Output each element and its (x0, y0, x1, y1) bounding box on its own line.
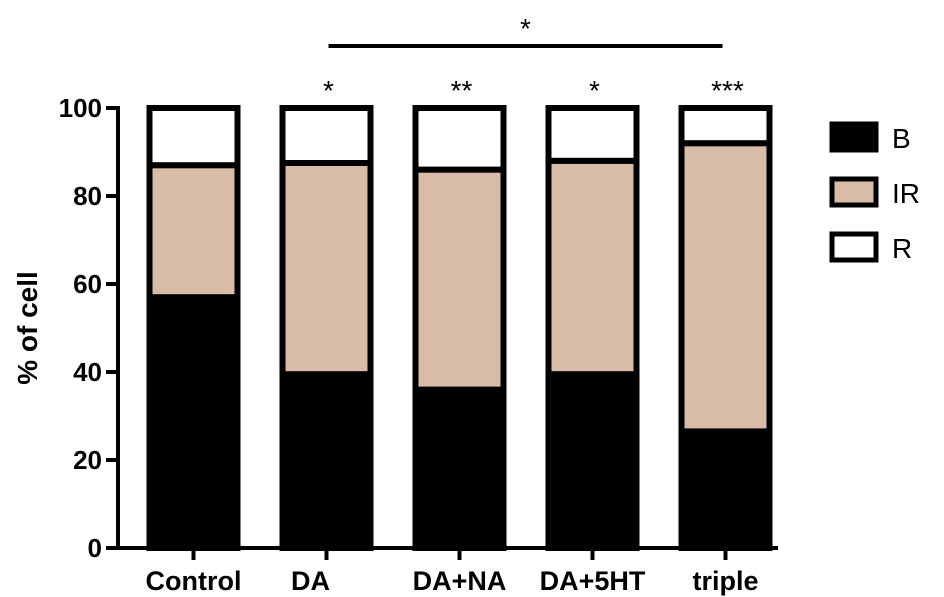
x-tick-label: DA (291, 566, 330, 596)
bar-r-da-na (412, 105, 507, 173)
legend-swatch-r (829, 231, 879, 263)
legend-label-b: B (892, 123, 911, 154)
y-tick-label: 40 (73, 357, 102, 387)
significance-label: * (589, 75, 600, 106)
y-tick-label: 20 (73, 445, 102, 475)
bar-ir-da-na (412, 166, 507, 393)
significance-label: ** (451, 75, 473, 106)
legend: B IR R (829, 121, 920, 264)
y-tick-label: 60 (73, 269, 102, 299)
x-tick-label: triple (692, 566, 758, 596)
significance-label: *** (711, 75, 744, 106)
legend-swatch-ir (829, 176, 879, 208)
bar-ir-da (279, 160, 374, 378)
bar-r-da (279, 105, 374, 166)
bar-ir-control (146, 162, 241, 301)
legend-label-r: R (892, 233, 912, 264)
x-tick-label: DA+NA (413, 566, 507, 596)
bar-b-triple (678, 428, 773, 551)
x-tick-label: Control (146, 566, 242, 596)
x-tick-label: DA+5HT (540, 566, 646, 596)
y-axis-label: % of cell (12, 271, 43, 385)
bars-group (146, 105, 773, 552)
y-axis: 0 20 40 60 80 100 (59, 93, 120, 563)
bar-ir-triple (678, 140, 773, 435)
significance-marks: * ** * **** (323, 13, 744, 106)
significance-label: * (323, 75, 334, 106)
bar-r-da-5ht (545, 105, 640, 164)
bar-r-triple (678, 105, 773, 147)
bar-b-control (146, 294, 241, 552)
bracket-significance-label: * (520, 13, 531, 44)
legend-swatch-b (829, 121, 879, 153)
legend-label-ir: IR (892, 178, 920, 209)
bar-r-control (146, 105, 241, 169)
x-axis: Control DA DA+NA DA+5HT triple (116, 546, 778, 596)
bar-b-da-na (412, 386, 507, 551)
bar-b-da-5ht (545, 371, 640, 552)
y-tick-label: 100 (59, 93, 102, 123)
bar-b-da (279, 371, 374, 552)
y-tick-label: 80 (73, 181, 102, 211)
bar-ir-da-5ht (545, 157, 640, 378)
y-tick-label: 0 (88, 533, 102, 563)
